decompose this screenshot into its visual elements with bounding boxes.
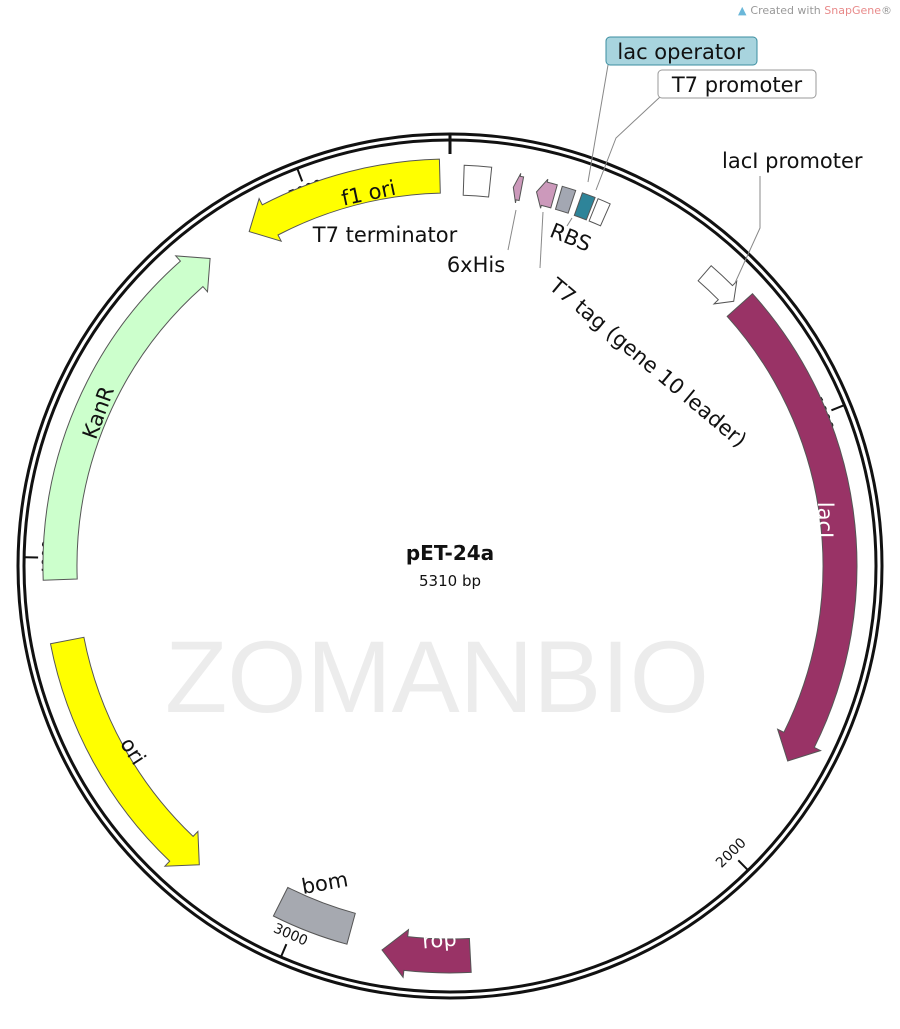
feature-laci[interactable] <box>726 292 858 762</box>
snapgene-logo-icon: ▲ <box>737 4 747 17</box>
label-t7-terminator[interactable]: T7 terminator <box>312 223 458 247</box>
t7-promoter-callout[interactable] <box>657 69 817 99</box>
lac-operator-callout-text: lac operator <box>617 40 745 64</box>
feature-bom[interactable] <box>272 886 356 945</box>
feature-leader-line <box>566 217 573 227</box>
feature-t7-terminator[interactable] <box>462 164 493 198</box>
plasmid-length: 5310 bp <box>419 572 481 590</box>
t7-promoter-callout-text: T7 promoter <box>671 73 803 97</box>
feature-t7-tag[interactable] <box>535 178 558 209</box>
t7-promoter-leader-line <box>595 96 661 191</box>
label-rop[interactable]: rop <box>421 927 457 954</box>
feature-f1-ori[interactable] <box>248 158 441 243</box>
label-laci-promoter[interactable]: lacI promoter <box>722 149 863 173</box>
snapgene-credit: ▲ Created with SnapGene® <box>737 4 892 17</box>
label-rbs[interactable]: RBS <box>547 219 595 257</box>
feature-leader-line <box>539 211 544 269</box>
features <box>42 158 858 979</box>
laci-promoter-leader-line <box>734 176 761 284</box>
feature-t7-promoter[interactable] <box>588 198 611 227</box>
feature-rop[interactable] <box>381 928 472 979</box>
label-laci[interactable]: lacI <box>813 502 837 538</box>
feature-laci-promoter[interactable] <box>697 264 738 305</box>
feature-kanr[interactable] <box>42 255 211 581</box>
feature-ori[interactable] <box>49 636 200 867</box>
feature-lac-operator[interactable] <box>573 192 596 221</box>
tick-1000 <box>831 404 844 412</box>
tick-3000 <box>280 943 288 957</box>
lac-operator-leader-line <box>587 64 609 183</box>
feature-leader-line <box>507 209 517 251</box>
label-6xhis[interactable]: 6xHis <box>447 253 505 277</box>
tick-5000 <box>296 168 304 182</box>
feature-rbs[interactable] <box>554 185 577 214</box>
label-bom[interactable]: bom <box>300 867 350 899</box>
feature-6xhis[interactable] <box>512 173 525 203</box>
plasmid-name: pET-24a <box>406 541 494 565</box>
watermark: ZOMANBIO <box>165 620 709 734</box>
lac-operator-callout[interactable] <box>605 36 758 66</box>
tick-2000 <box>737 859 749 871</box>
